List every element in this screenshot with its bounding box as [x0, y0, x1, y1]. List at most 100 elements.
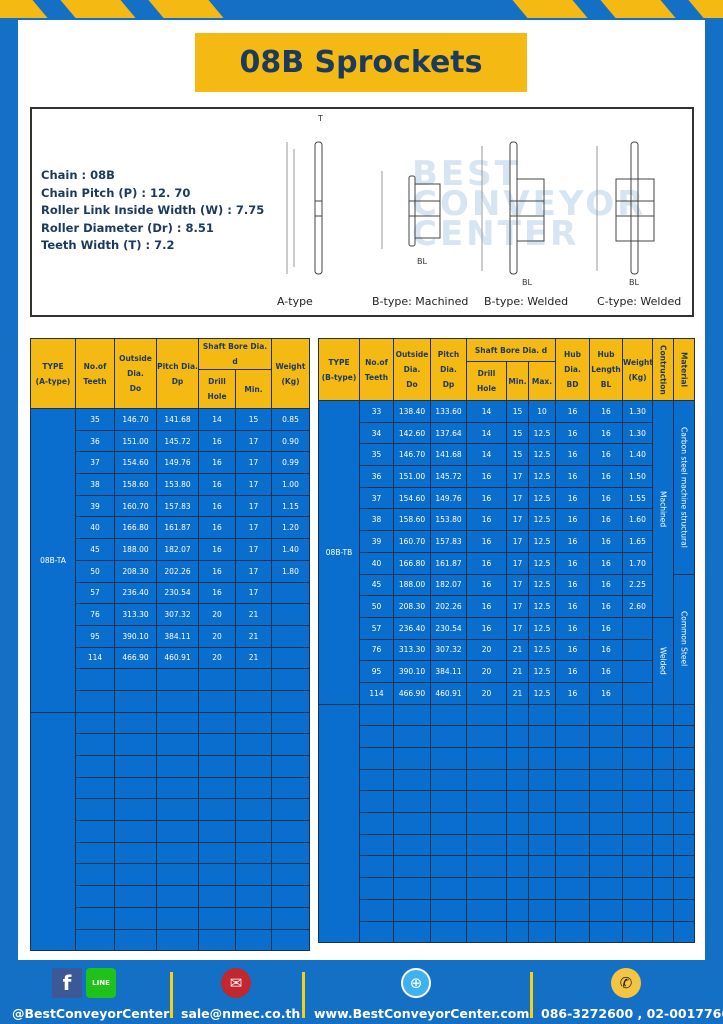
table-cell: 1.40	[271, 538, 310, 561]
label-b-machined: B-type: Machined	[372, 295, 469, 308]
header-drill-hole: Drill Hole	[466, 361, 507, 401]
table-cell: 17	[235, 494, 272, 518]
table-cell: 16	[589, 551, 623, 575]
table-cell	[673, 790, 695, 814]
table-row	[31, 863, 310, 887]
table-cell: 166.80	[114, 516, 157, 540]
table-cell	[506, 898, 529, 922]
table-cell: 21	[506, 638, 529, 662]
table-cell	[589, 898, 623, 922]
table-row: 08B-TA 35 146.70 141.68 14 15 0.85	[30, 408, 310, 713]
table-cell	[622, 898, 653, 922]
phone-numbers[interactable]: 086-3272600 , 02-0017766	[541, 1006, 723, 1021]
table-cell	[589, 877, 623, 900]
table-cell	[75, 668, 115, 691]
table-cell	[673, 833, 695, 857]
table-cell: 16	[555, 508, 590, 532]
table-cell	[466, 725, 507, 748]
table-cell	[235, 711, 272, 735]
table-cell	[589, 747, 623, 770]
table-cell	[622, 855, 653, 879]
table-cell	[528, 855, 556, 879]
table-cell	[673, 725, 695, 748]
table-cell	[198, 885, 236, 908]
table-cell: 16	[555, 443, 590, 467]
table-cell: 36	[359, 465, 394, 488]
table-cell: 149.76	[156, 451, 199, 475]
type-cell	[30, 711, 76, 952]
table-cell	[589, 768, 623, 792]
table-cell: 1.30	[622, 400, 653, 423]
facebook-icon[interactable]: f	[52, 968, 82, 998]
table-cell	[555, 898, 590, 922]
table-cell	[271, 820, 310, 843]
table-cell: 460.91	[156, 646, 199, 670]
table-cell	[466, 877, 507, 900]
table-row	[319, 725, 695, 748]
line-icon[interactable]: LINE	[86, 968, 116, 998]
table-cell	[555, 747, 590, 770]
table-cell: 313.30	[114, 603, 157, 626]
table-cell: 40	[359, 551, 394, 575]
table-cell	[359, 790, 394, 814]
svg-text:BL: BL	[417, 257, 427, 266]
table-cell	[589, 790, 623, 814]
table-cell: 14	[198, 408, 236, 431]
header-weight: Weight (Kg)	[622, 338, 653, 401]
table-cell: 236.40	[114, 581, 157, 605]
table-cell	[156, 863, 199, 887]
table-cell: 154.60	[393, 486, 431, 510]
table-cell	[528, 768, 556, 792]
table-cell	[271, 581, 310, 605]
table-cell	[622, 703, 653, 727]
table-cell	[75, 711, 115, 735]
email-link[interactable]: sale@nmec.co.th	[181, 1006, 301, 1021]
table-cell	[589, 833, 623, 857]
table-cell	[235, 798, 272, 822]
table-cell	[506, 768, 529, 792]
table-cell	[393, 725, 431, 748]
social-handle[interactable]: @BestConveyorCenter	[12, 1006, 170, 1021]
table-cell	[528, 833, 556, 857]
table-cell	[156, 906, 199, 930]
table-cell	[271, 863, 310, 887]
table-cell	[393, 833, 431, 857]
table-cell: 160.70	[393, 530, 431, 553]
table-row	[319, 898, 695, 922]
table-cell: 21	[235, 603, 272, 626]
table-cell	[156, 668, 199, 691]
table-cell	[652, 812, 674, 835]
header-material: Material	[673, 338, 695, 401]
table-cell: 16	[466, 530, 507, 553]
table-cell: 37	[359, 486, 394, 510]
table-cell	[555, 768, 590, 792]
table-cell: 460.91	[430, 681, 467, 705]
table-cell: 17	[235, 538, 272, 561]
website-link[interactable]: www.BestConveyorCenter.com	[314, 1006, 530, 1021]
table-cell	[359, 725, 394, 748]
table-cell	[75, 755, 115, 778]
table-cell	[75, 863, 115, 887]
table-cell: 16	[198, 538, 236, 561]
table-cell	[430, 747, 467, 770]
table-cell	[271, 603, 310, 626]
table-cell: 95	[75, 624, 115, 648]
header-outside-dia: Outside Dia. Do	[114, 338, 157, 409]
table-row: 36 151.00 145.72 16 17 12.5 16 16 1.50	[319, 465, 695, 488]
table-cell	[506, 703, 529, 727]
table-cell: 40	[75, 516, 115, 540]
label-b-welded: B-type: Welded	[484, 295, 569, 308]
globe-icon: ⊕	[401, 968, 431, 998]
sprocket-drawings: T BL BL BL	[286, 114, 655, 287]
table-cell: 17	[235, 473, 272, 496]
table-row: 38 158.60 153.80 16 17 12.5 16 16 1.60	[319, 508, 695, 532]
table-row	[30, 711, 310, 952]
table-cell	[198, 711, 236, 735]
label-a-type: A-type	[277, 295, 313, 308]
table-cell	[555, 920, 590, 944]
table-cell: 34	[359, 421, 394, 445]
table-cell	[622, 681, 653, 705]
table-cell: 146.70	[114, 408, 157, 431]
table-row: 57 236.40 230.54 16 17 12.5 16 16 Welded	[319, 616, 695, 705]
table-row	[31, 928, 310, 952]
